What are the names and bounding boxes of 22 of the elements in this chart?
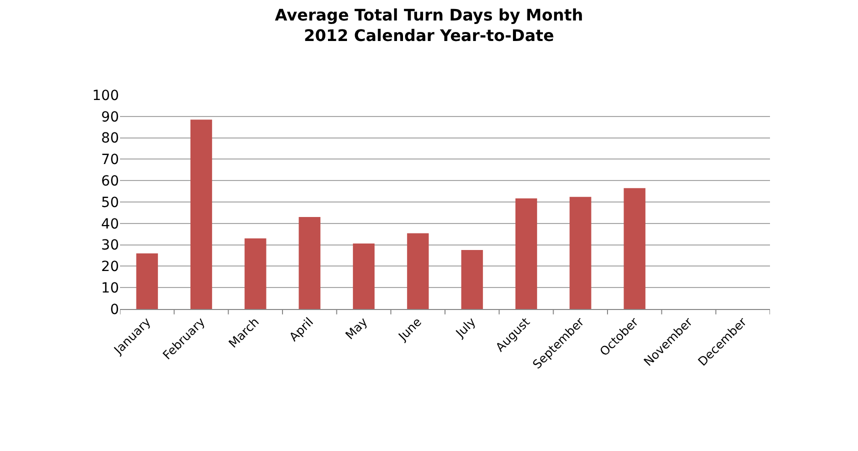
y-tick-label: 10 (101, 280, 119, 296)
y-tick-label: 100 (92, 88, 119, 104)
y-tick-label: 60 (101, 174, 119, 190)
y-tick-label: 50 (101, 194, 119, 211)
bar (570, 196, 592, 309)
bar (136, 253, 158, 309)
y-tick-label: 70 (101, 152, 119, 168)
bar (624, 188, 646, 309)
bar (190, 120, 212, 309)
bar (407, 233, 429, 309)
y-tick-label: 0 (110, 302, 119, 318)
y-tick-label: 90 (101, 109, 119, 126)
bar (244, 238, 266, 309)
chart-title: Average Total Turn Days by Month 2012 Calendar Year-to-Date (274, 5, 584, 46)
y-tick-label: 20 (101, 259, 119, 276)
bar (461, 250, 483, 309)
y-tick-label: 30 (101, 238, 119, 254)
bar (515, 198, 538, 309)
y-tick-label: 80 (101, 130, 119, 147)
y-tick-label: 40 (101, 216, 119, 232)
bar (298, 216, 320, 309)
bar (352, 244, 375, 309)
